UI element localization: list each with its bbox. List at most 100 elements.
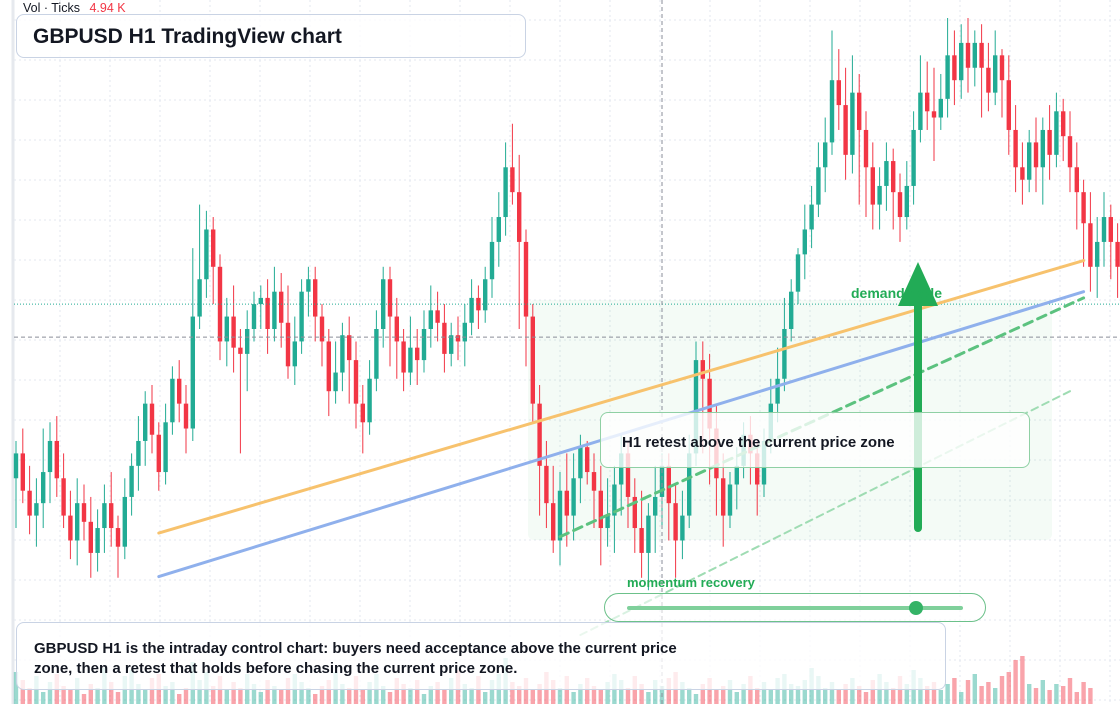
volume-bar <box>163 686 168 704</box>
candle-body <box>925 92 930 112</box>
candle-body <box>197 279 202 317</box>
candle-body <box>877 185 882 205</box>
candle-body <box>775 378 780 404</box>
volume-bar <box>986 682 991 704</box>
volume-bar <box>727 680 733 704</box>
candle-body <box>693 360 699 454</box>
candle-body <box>109 503 114 529</box>
momentum-slider[interactable] <box>604 593 986 622</box>
candle-body <box>918 92 923 130</box>
candle-body <box>61 478 66 516</box>
volume-bar <box>258 692 263 704</box>
candle-body <box>374 329 379 379</box>
candle-body <box>952 55 957 81</box>
volume-bar <box>13 672 19 704</box>
volume-bar <box>598 690 603 704</box>
volume-bar <box>415 680 420 704</box>
volume-bar <box>863 692 869 704</box>
candle-body <box>306 279 311 292</box>
candle-body <box>564 490 569 516</box>
volume-bar <box>605 682 610 704</box>
volume-bar <box>1027 684 1032 704</box>
volume-bar <box>564 676 569 704</box>
momentum-slider-knob[interactable] <box>908 601 923 615</box>
candle-body <box>483 279 488 311</box>
candle-body <box>857 92 862 130</box>
volume-legend: Vol · Ticks 4.94 K <box>23 1 126 15</box>
volume-bar <box>653 680 658 704</box>
volume-bar <box>61 686 66 704</box>
candle-body <box>639 528 644 553</box>
volume-bar <box>360 690 365 704</box>
candle-body <box>1054 111 1059 155</box>
candle-body <box>347 335 352 361</box>
candle-body <box>517 192 522 242</box>
momentum-label: momentum recovery <box>627 575 755 590</box>
volume-bar <box>1067 678 1073 704</box>
volume-bar <box>945 684 950 704</box>
volume-bars <box>13 656 1093 704</box>
candle-body <box>1027 142 1032 180</box>
volume-bar <box>795 686 801 704</box>
candle-body <box>1013 129 1018 168</box>
volume-bar <box>625 688 631 704</box>
volume-bar <box>143 690 148 704</box>
candle-body <box>510 167 515 193</box>
candle-body <box>544 465 549 504</box>
volume-bar <box>197 680 202 704</box>
note-callout-text: GBPUSD H1 is the intraday control chart:… <box>34 640 677 677</box>
volume-bar <box>183 688 189 704</box>
note-callout: GBPUSD H1 is the intraday control chart:… <box>16 622 946 690</box>
candle-body <box>632 496 637 529</box>
candle-body <box>707 378 712 429</box>
candle-body <box>387 279 393 317</box>
candle-body <box>75 503 80 541</box>
volume-bar <box>401 684 406 704</box>
volume-bar <box>857 686 862 704</box>
volume-bar <box>319 686 325 704</box>
volume-bar <box>823 688 828 704</box>
volume-bar <box>211 686 216 704</box>
candle-body <box>41 472 46 504</box>
volume-bar <box>75 678 80 704</box>
candle-body <box>122 496 127 547</box>
volume-bar <box>687 688 692 704</box>
candle-body <box>217 266 223 342</box>
volume-bar <box>1054 684 1059 704</box>
candle-body <box>1040 129 1045 168</box>
volume-bar <box>591 686 597 704</box>
volume-bar <box>551 680 556 704</box>
candle-body <box>530 316 535 404</box>
candle-body <box>360 403 365 423</box>
candle-body <box>870 167 875 205</box>
volume-bar <box>646 692 651 704</box>
retest-callout: H1 retest above the current price zone <box>600 412 1030 468</box>
candle-body <box>408 347 413 373</box>
volume-bar <box>428 686 433 704</box>
volume-bar <box>557 688 563 704</box>
volume-bar <box>285 678 291 704</box>
candle-body <box>891 161 896 193</box>
candle-body <box>557 490 563 541</box>
volume-bar <box>353 676 359 704</box>
candle-body <box>700 360 705 379</box>
candle-body <box>1108 217 1113 242</box>
volume-bar <box>707 678 712 704</box>
volume-bar <box>1033 688 1039 704</box>
chart-title-box: GBPUSD H1 TradingView chart <box>16 14 526 58</box>
candle-body <box>999 55 1005 81</box>
candle-body <box>68 515 73 541</box>
candle-body <box>115 528 121 547</box>
volume-legend-label: Vol · Ticks <box>23 1 80 15</box>
volume-bar <box>755 688 760 704</box>
volume-bar <box>347 688 352 704</box>
volume-bar <box>761 682 767 704</box>
volume-bar <box>367 682 372 704</box>
candle-body <box>299 291 304 342</box>
candle-body <box>673 503 678 541</box>
candle-body <box>795 254 801 292</box>
candle-body <box>1020 167 1025 180</box>
candle-body <box>476 297 481 311</box>
candle-body <box>605 515 610 529</box>
